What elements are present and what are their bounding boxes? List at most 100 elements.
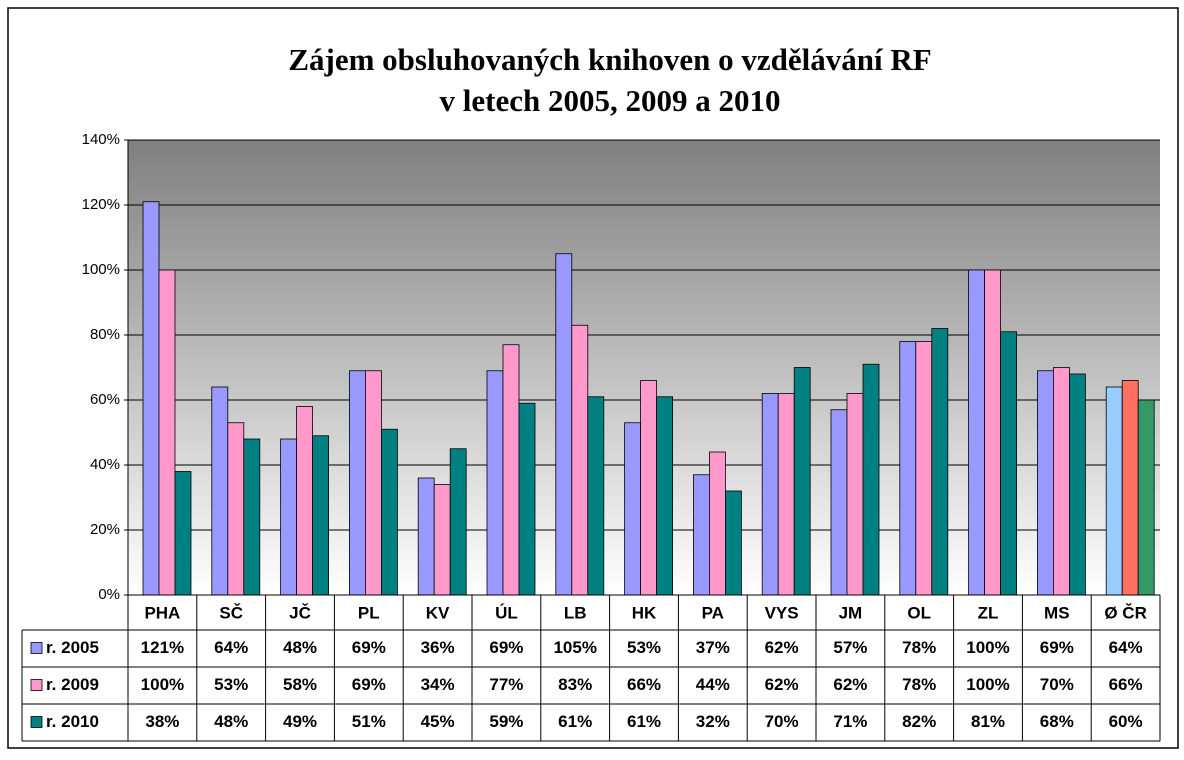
data-label: 69%: [1040, 638, 1074, 657]
data-label: 69%: [352, 638, 386, 657]
bar: [793, 367, 811, 596]
x-tick-label: OL: [907, 603, 931, 622]
bar: [296, 406, 314, 596]
bar: [899, 341, 917, 596]
x-tick-label: HK: [632, 603, 657, 622]
legend-key: [30, 642, 43, 654]
data-label: 59%: [489, 712, 523, 731]
legend-key: [30, 679, 43, 691]
legend-key: [30, 716, 43, 728]
data-label: 32%: [696, 712, 730, 731]
bar: [1137, 399, 1155, 596]
data-label: 57%: [833, 638, 867, 657]
data-label: 62%: [833, 675, 867, 694]
bar: [1037, 370, 1054, 596]
y-tick-label: 100%: [82, 261, 120, 278]
bar: [830, 409, 848, 596]
bar: [417, 477, 435, 596]
data-label: 78%: [902, 638, 936, 657]
data-label: 64%: [214, 638, 248, 657]
data-label: 58%: [283, 675, 317, 694]
x-tick-label: VYS: [765, 603, 799, 622]
x-tick-label: ÚL: [495, 603, 518, 622]
bar: [158, 269, 176, 596]
data-label: 44%: [696, 675, 730, 694]
data-label: 78%: [902, 675, 936, 694]
x-tick-label: Ø ČR: [1104, 603, 1147, 622]
data-label: 38%: [145, 712, 179, 731]
chart-subtitle: v letech 2005, 2009 a 2010: [440, 83, 781, 118]
data-label: 37%: [696, 638, 730, 657]
bar: [1121, 380, 1139, 596]
y-tick-label: 40%: [90, 456, 120, 473]
x-tick-label: ZL: [978, 603, 999, 622]
data-label: 49%: [283, 712, 317, 731]
bar: [968, 269, 985, 596]
data-label: 70%: [765, 712, 799, 731]
bar: [915, 341, 933, 596]
bar: [624, 422, 641, 596]
bar: [174, 471, 192, 596]
bar: [227, 422, 245, 596]
chart-title: Zájem obsluhovaných knihoven o vzděláván…: [288, 42, 931, 77]
data-label: 66%: [627, 675, 661, 694]
data-label: 60%: [1109, 712, 1143, 731]
x-tick-label: PHA: [144, 603, 180, 622]
data-label: 77%: [489, 675, 523, 694]
data-label: 48%: [214, 712, 248, 731]
data-label: 51%: [352, 712, 386, 731]
data-label: 69%: [489, 638, 523, 657]
x-tick-label: JM: [839, 603, 863, 622]
data-label: 83%: [558, 675, 592, 694]
bar: [640, 380, 657, 596]
y-tick-label: 60%: [90, 391, 120, 408]
bar: [243, 438, 261, 596]
data-label: 121%: [141, 638, 184, 657]
bar: [862, 363, 880, 596]
data-label: 53%: [627, 638, 661, 657]
data-label: 100%: [966, 675, 1009, 694]
data-label: 62%: [765, 638, 799, 657]
bar: [777, 393, 795, 596]
bar: [571, 324, 589, 596]
bar: [555, 253, 573, 596]
data-label: 61%: [627, 712, 661, 731]
y-tick-label: 120%: [82, 196, 120, 213]
y-tick-label: 0%: [98, 586, 120, 603]
bar: [1000, 331, 1017, 596]
bar: [1053, 367, 1070, 596]
data-label: 69%: [352, 675, 386, 694]
bar: [348, 370, 366, 596]
bar: [761, 393, 779, 596]
bar: [380, 428, 398, 596]
x-tick-label: KV: [426, 603, 450, 622]
x-tick-label: PL: [358, 603, 380, 622]
bar: [502, 344, 520, 596]
bar: [693, 474, 710, 596]
bar: [449, 448, 467, 596]
bar: [725, 490, 742, 596]
bar: [142, 201, 160, 596]
bar: [518, 402, 536, 596]
x-tick-label: JČ: [289, 603, 311, 622]
data-label: 66%: [1109, 675, 1143, 694]
data-label: 71%: [833, 712, 867, 731]
data-label: 68%: [1040, 712, 1074, 731]
bar: [587, 396, 605, 596]
x-tick-label: MS: [1044, 603, 1070, 622]
data-label: 34%: [421, 675, 455, 694]
data-label: 36%: [421, 638, 455, 657]
bar: [211, 386, 229, 596]
bar: [846, 393, 864, 596]
x-tick-label: SČ: [219, 603, 243, 622]
legend-label: r. 2005: [46, 638, 99, 657]
x-tick-label: LB: [564, 603, 587, 622]
legend-label: r. 2009: [46, 675, 99, 694]
data-label: 100%: [966, 638, 1009, 657]
data-label: 70%: [1040, 675, 1074, 694]
bar: [931, 328, 949, 596]
x-tick-label: PA: [702, 603, 724, 622]
bar: [364, 370, 382, 596]
data-label: 61%: [558, 712, 592, 731]
bar: [1069, 373, 1086, 596]
